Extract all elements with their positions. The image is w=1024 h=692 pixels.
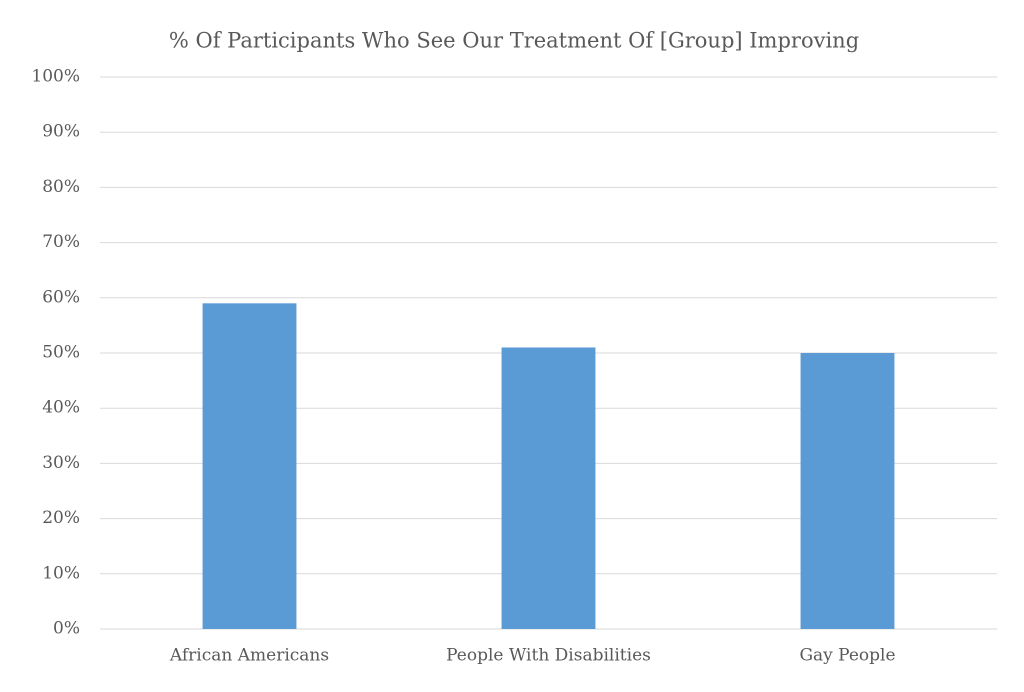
bar [501, 347, 596, 629]
y-tick-label: 20% [42, 508, 80, 528]
x-tick-label: People With Disabilities [446, 646, 651, 666]
chart-title: % Of Participants Who See Our Treatment … [169, 29, 859, 53]
y-tick-label: 30% [42, 453, 80, 473]
y-tick-label: 0% [53, 619, 80, 639]
y-tick-label: 70% [42, 232, 80, 252]
x-tick-label: Gay People [799, 646, 895, 666]
x-tick-label: African Americans [169, 646, 329, 666]
y-tick-label: 80% [42, 177, 80, 197]
bar [800, 353, 895, 629]
y-tick-label: 60% [42, 287, 80, 307]
bar [202, 303, 297, 629]
y-tick-label: 10% [42, 563, 80, 583]
y-tick-label: 50% [42, 343, 80, 363]
y-tick-label: 100% [31, 67, 80, 87]
y-tick-label: 90% [42, 122, 80, 142]
y-tick-label: 40% [42, 398, 80, 418]
